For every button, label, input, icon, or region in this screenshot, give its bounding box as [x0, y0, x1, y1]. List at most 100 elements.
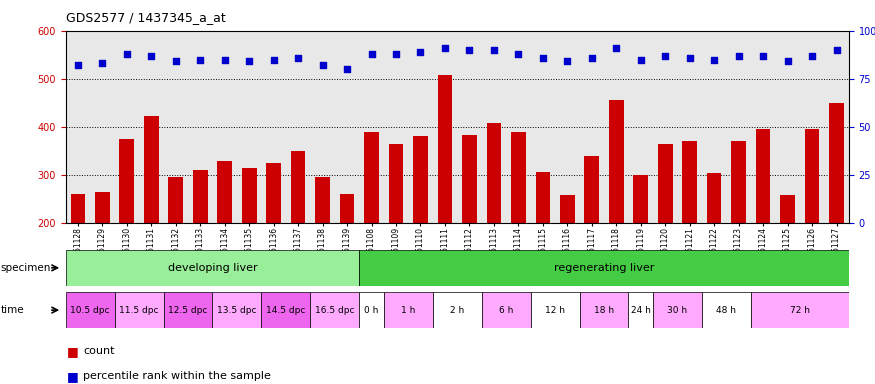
Bar [609, 100, 624, 319]
Point [120, 51, 134, 57]
Text: 48 h: 48 h [717, 306, 737, 314]
Point [830, 47, 844, 53]
Text: regenerating liver: regenerating liver [554, 263, 654, 273]
Bar [579, 292, 628, 328]
Point [707, 56, 721, 63]
Bar [511, 132, 526, 319]
Text: 24 h: 24 h [631, 306, 651, 314]
Point [780, 58, 794, 65]
Text: 2 h: 2 h [450, 306, 465, 314]
Bar [756, 129, 771, 319]
Bar [481, 292, 530, 328]
Point [144, 53, 158, 59]
Bar [311, 292, 360, 328]
Bar [66, 292, 115, 328]
Bar [262, 292, 311, 328]
Bar [413, 136, 428, 319]
Point [536, 55, 550, 61]
Point [756, 53, 770, 59]
Point [462, 47, 476, 53]
Text: 12 h: 12 h [545, 306, 565, 314]
Text: 10.5 dpc: 10.5 dpc [70, 306, 110, 314]
Bar [658, 144, 673, 319]
Point [267, 56, 281, 63]
Bar [536, 172, 550, 319]
Point [584, 55, 598, 61]
Bar [95, 192, 109, 319]
Bar [751, 292, 849, 328]
Point [71, 62, 85, 68]
Text: 18 h: 18 h [594, 306, 614, 314]
Bar [702, 292, 751, 328]
Text: count: count [83, 346, 115, 356]
Bar [66, 250, 360, 286]
Text: ■: ■ [66, 345, 78, 358]
Text: percentile rank within the sample: percentile rank within the sample [83, 371, 271, 381]
Bar [168, 177, 183, 319]
Bar [144, 116, 158, 319]
Text: 0 h: 0 h [364, 306, 379, 314]
Bar [830, 103, 844, 319]
Text: 1 h: 1 h [401, 306, 416, 314]
Bar [388, 144, 403, 319]
Bar [487, 123, 501, 319]
Point [95, 60, 109, 66]
Bar [315, 177, 330, 319]
Bar [438, 75, 452, 319]
Bar [384, 292, 433, 328]
Text: specimen: specimen [1, 263, 52, 273]
Point [316, 62, 330, 68]
Bar [217, 161, 232, 319]
Bar [164, 292, 213, 328]
Bar [360, 250, 849, 286]
Point [658, 53, 672, 59]
Bar [213, 292, 262, 328]
Bar [653, 292, 702, 328]
Bar [290, 151, 305, 319]
Bar [805, 129, 819, 319]
Text: 12.5 dpc: 12.5 dpc [168, 306, 207, 314]
Point [805, 53, 819, 59]
Text: ■: ■ [66, 370, 78, 383]
Point [732, 53, 746, 59]
Text: 13.5 dpc: 13.5 dpc [217, 306, 256, 314]
Point [414, 49, 428, 55]
Point [242, 58, 256, 65]
Text: 11.5 dpc: 11.5 dpc [119, 306, 158, 314]
Text: developing liver: developing liver [168, 263, 257, 273]
Bar [360, 292, 384, 328]
Bar [682, 141, 697, 319]
Point [609, 45, 623, 51]
Text: 30 h: 30 h [668, 306, 688, 314]
Point [218, 56, 232, 63]
Point [511, 51, 525, 57]
Text: 72 h: 72 h [790, 306, 809, 314]
Point [682, 55, 696, 61]
Bar [242, 167, 256, 319]
Bar [628, 292, 653, 328]
Bar [634, 175, 648, 319]
Point [291, 55, 305, 61]
Text: time: time [1, 305, 24, 315]
Text: 6 h: 6 h [499, 306, 514, 314]
Bar [71, 194, 85, 319]
Point [634, 56, 648, 63]
Text: 14.5 dpc: 14.5 dpc [266, 306, 305, 314]
Bar [340, 194, 354, 319]
Bar [433, 292, 481, 328]
Bar [530, 292, 579, 328]
Bar [364, 132, 379, 319]
Point [340, 66, 354, 72]
Point [487, 47, 500, 53]
Point [560, 58, 574, 65]
Bar [115, 292, 164, 328]
Bar [584, 156, 599, 319]
Point [169, 58, 183, 65]
Bar [192, 170, 207, 319]
Text: GDS2577 / 1437345_a_at: GDS2577 / 1437345_a_at [66, 12, 226, 25]
Bar [560, 195, 575, 319]
Bar [120, 139, 134, 319]
Text: 16.5 dpc: 16.5 dpc [315, 306, 354, 314]
Point [193, 56, 207, 63]
Bar [732, 141, 746, 319]
